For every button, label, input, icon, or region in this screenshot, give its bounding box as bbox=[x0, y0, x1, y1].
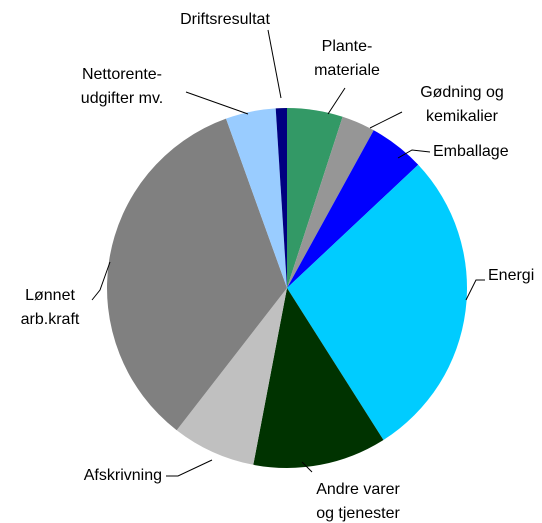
slice-label: Nettorente-udgifter mv. bbox=[81, 66, 163, 107]
slice-label: Gødning og kemikalier bbox=[420, 84, 504, 125]
slice-label: Lønnet arb.kraft bbox=[21, 287, 80, 328]
pie-slice bbox=[176, 288, 287, 465]
leader-line bbox=[91, 261, 111, 301]
leader-line bbox=[185, 91, 249, 115]
pie-slice bbox=[287, 108, 343, 288]
pie-slice bbox=[253, 288, 384, 468]
leader-line bbox=[369, 111, 403, 129]
pie-slice bbox=[287, 130, 419, 288]
pie-slice bbox=[106, 118, 287, 431]
slice-label: Plante-materiale bbox=[314, 38, 380, 79]
slice-label: Driftsresultat bbox=[180, 11, 270, 28]
slice-label: Afskrivning bbox=[84, 467, 162, 484]
slice-label: Energi bbox=[488, 267, 534, 284]
leader-line bbox=[166, 459, 213, 477]
leader-line bbox=[327, 87, 346, 115]
slice-label: Andre varer og tjenester bbox=[316, 481, 400, 522]
leader-line bbox=[465, 279, 485, 301]
pie-slice bbox=[226, 108, 287, 288]
leader-line bbox=[267, 29, 282, 99]
pie-slice bbox=[275, 108, 287, 288]
pie-slice bbox=[287, 164, 468, 440]
pie-slice bbox=[287, 116, 374, 288]
slice-label: Emballage bbox=[433, 143, 509, 160]
leader-line bbox=[301, 461, 313, 473]
leader-line bbox=[397, 149, 431, 159]
